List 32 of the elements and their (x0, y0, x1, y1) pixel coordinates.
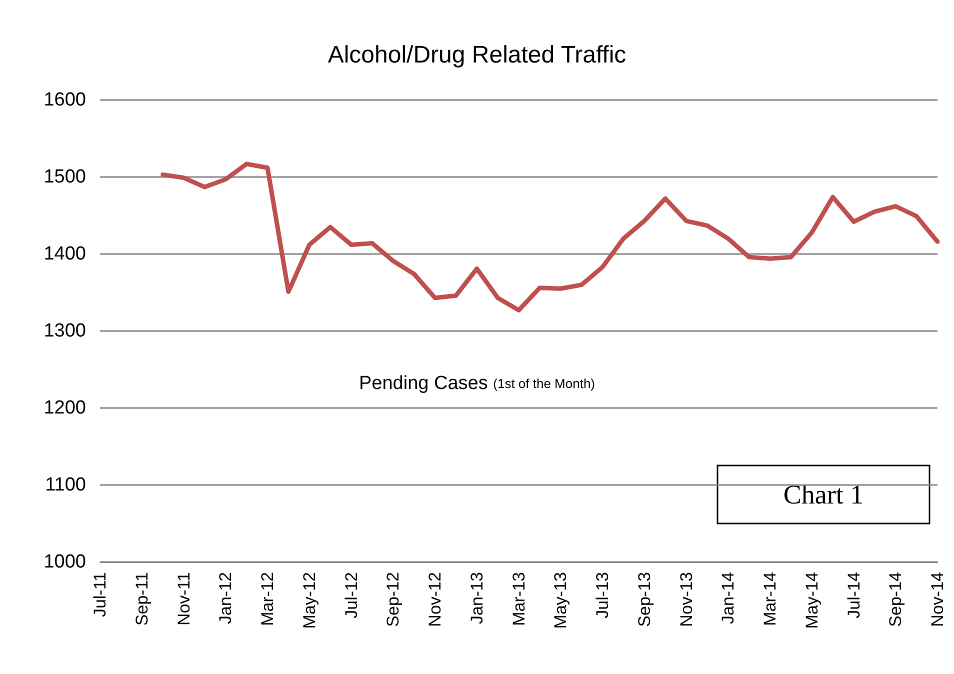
x-tick-label: Mar-14 (760, 572, 780, 626)
y-tick-label: 1000 (44, 552, 86, 572)
chart-title: Alcohol/Drug Related Traffic (328, 42, 626, 68)
x-tick-label: Jan-13 (467, 572, 486, 624)
annotation: Chart 1 (783, 480, 864, 510)
x-tick-label: Mar-12 (258, 572, 277, 626)
x-tick-label: Jul-11 (90, 572, 110, 618)
x-tick-label: Nov-11 (174, 572, 194, 626)
x-tick-label: Sep-13 (634, 572, 654, 627)
x-tick-label: Nov-12 (426, 572, 444, 627)
y-tick-label: 1400 (44, 244, 86, 264)
y-tick-label: 1100 (45, 474, 86, 496)
x-tick-label: May-14 (802, 572, 822, 629)
x-tick-label: Jul-14 (844, 572, 864, 618)
y-tick-label: 1200 (44, 398, 86, 418)
x-tick-label: Nov-13 (676, 572, 696, 627)
y-tick-label: 1300 (44, 320, 86, 342)
x-tick-label: May-13 (551, 572, 570, 629)
x-tick-label: Sep-14 (886, 572, 906, 627)
x-tick-label: Mar-13 (509, 572, 528, 626)
line-series (160, 162, 940, 312)
x-tick-label: Jul-12 (342, 572, 361, 618)
x-tick-label: Jul-13 (593, 572, 612, 618)
x-tick-label: May-12 (300, 572, 319, 629)
x-tick-label: Sep-11 (132, 572, 152, 626)
y-tick-label: 1600 (44, 90, 86, 110)
x-tick-label: Jan-12 (216, 572, 236, 624)
text: Pending Cases (1st of the Month) (358, 373, 596, 394)
x-tick-label: Sep-12 (384, 572, 403, 627)
x-tick-label: Jan-14 (718, 572, 738, 624)
y-tick-label: 1500 (44, 166, 86, 188)
x-tick-label: Nov-14 (928, 572, 947, 627)
